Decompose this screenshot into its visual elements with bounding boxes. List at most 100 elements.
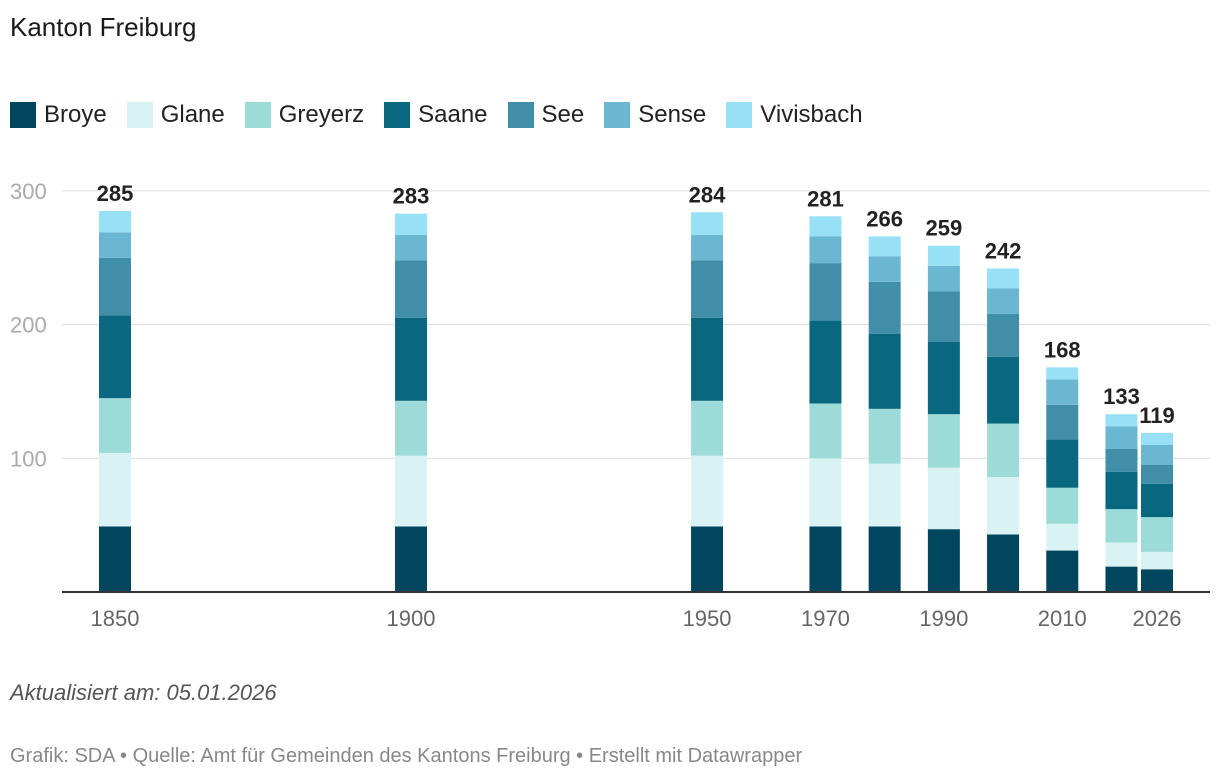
legend-swatch [10,102,36,128]
bar-segment-glane [809,458,842,527]
bar-segment-sense [987,288,1020,314]
bar-segment-vivisbach [395,213,428,236]
bar-segment-vivisbach [1046,367,1079,380]
bar-segment-glane [1046,523,1079,551]
bar-segment-sense [1105,426,1138,449]
legend-label: Saane [418,101,488,128]
legend-label: Greyerz [278,101,365,128]
bar-segment-greyerz [1105,509,1138,543]
legend-item-saane: Saane [384,101,488,129]
bar-segment-vivisbach [809,216,842,237]
bar-segment-vivisbach [1105,414,1138,427]
x-tick-label: 1950 [683,606,732,631]
legend-item-broye: Broye [10,101,107,129]
legend-swatch [726,102,753,128]
bar-segment-glane [395,455,428,527]
bar-segment-vivisbach [691,212,724,236]
bar-segment-broye [1046,550,1079,592]
bar-segment-sense [868,256,901,282]
bar-segment-saane [395,317,428,401]
bar-segment-see [691,260,724,318]
bar-segment-saane [809,320,842,404]
bar-segment-sense [809,236,842,264]
legend-item-see: See [507,101,585,129]
x-tick-label: 1990 [919,606,968,631]
bar-segment-saane [691,317,724,401]
bar-segment-sense [99,232,131,258]
bar-segment-sense [927,265,960,292]
bar-segment-vivisbach [99,210,131,233]
bar-segment-see [987,313,1020,357]
x-tick-label: 1850 [91,606,140,631]
total-label: 266 [866,206,903,231]
bar-segment-glane [691,455,724,527]
x-tick-label: 2026 [1133,606,1182,631]
bar-segment-saane [1141,483,1173,518]
bar-segment-greyerz [927,414,960,468]
bar-segment-glane [868,463,901,527]
bar-segment-broye [1105,566,1138,592]
bar-segment-see [927,291,960,342]
bar-segment-see [868,281,901,334]
bar-segment-broye [1141,569,1173,592]
x-tick-label: 2010 [1038,606,1087,631]
chart-title: Kanton Freiburg [10,12,197,42]
bar-segment-sense [691,235,724,261]
total-label: 168 [1044,337,1081,362]
footer-credits: Grafik: SDA • Quelle: Amt für Gemeinden … [10,745,803,767]
legend-swatch [384,102,411,128]
bar-segment-see [1046,404,1079,440]
bar-segment-broye [927,529,960,592]
legend-item-glane: Glane [126,101,225,129]
legend-swatch [126,102,153,128]
bar-segment-saane [99,315,131,399]
bar-segment-see [99,257,131,316]
bar-segment-broye [868,526,901,592]
bar-segment-vivisbach [927,245,960,266]
total-label: 281 [807,186,844,211]
total-label: 242 [985,238,1022,263]
bar-segment-glane [1105,542,1138,567]
bar-segment-glane [99,452,131,527]
legend-label: See [541,101,585,128]
bar-segment-vivisbach [987,268,1020,289]
y-tick-label: 300 [10,179,47,204]
legend: Broye Glane Greyerz Saane See Sense Vivisbach [10,101,883,129]
bar-segment-sense [1141,444,1173,465]
bar-segment-greyerz [809,403,842,459]
legend-label: Vivisbach [760,101,863,128]
bar-segment-see [1105,448,1138,472]
legend-label: Broye [44,101,107,128]
total-label: 259 [926,216,963,241]
bar-segment-see [395,260,428,318]
x-tick-label: 1900 [387,606,436,631]
bar-segment-vivisbach [1141,432,1173,445]
bar-segment-greyerz [691,400,724,456]
bar-segment-saane [927,341,960,415]
x-tick-label: 1970 [801,606,850,631]
total-label: 284 [689,182,726,207]
bar-segment-greyerz [1046,487,1079,524]
bar-segment-saane [987,356,1020,424]
bar-segment-see [809,263,842,321]
legend-item-vivisbach: Vivisbach [726,101,863,129]
bar-segment-saane [1105,471,1138,510]
bar-segment-saane [1046,439,1079,488]
bar-segment-greyerz [99,398,131,453]
bar-segment-broye [691,526,724,592]
y-tick-label: 200 [10,313,47,338]
total-label: 285 [97,181,134,206]
legend-swatch [604,102,631,128]
total-label: 119 [1139,403,1175,428]
bar-segment-glane [1141,551,1173,570]
bar-segment-sense [395,235,428,261]
bar-segment-glane [987,477,1020,535]
bar-segment-broye [987,534,1020,592]
bar-segment-vivisbach [868,236,901,257]
legend-item-sense: Sense [604,101,706,129]
total-label: 133 [1103,384,1140,409]
total-label: 283 [393,184,430,209]
bar-segment-saane [868,333,901,409]
legend-swatch [507,102,534,128]
bar-segment-see [1141,464,1173,484]
